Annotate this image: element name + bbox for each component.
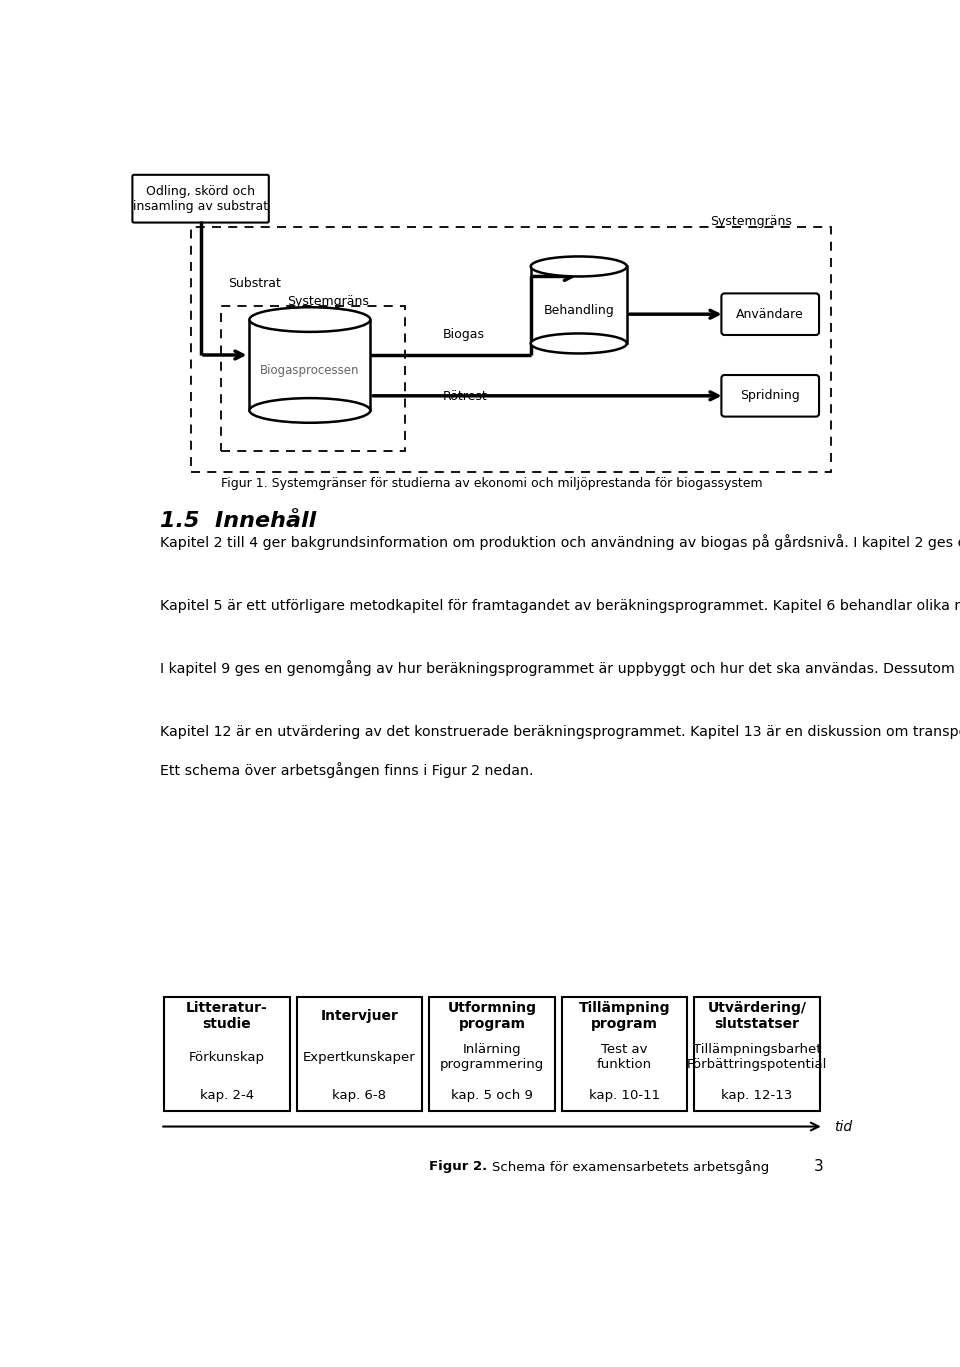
Text: kap. 10-11: kap. 10-11 [589, 1089, 660, 1102]
Text: Schema för examensarbetets arbetsgång: Schema för examensarbetets arbetsgång [492, 1159, 769, 1173]
Bar [562, 997, 687, 1111]
Text: Kapitel 5 är ett utförligare metodkapitel för framtagandet av beräkningsprogramm: Kapitel 5 är ett utförligare metodkapite… [160, 597, 960, 612]
Text: Tillämpningsbarhet
Förbättringspotential: Tillämpningsbarhet Förbättringspotential [686, 1043, 828, 1072]
Text: Kapitel 2 till 4 ger bakgrundsinformation om produktion och användning av biogas: Kapitel 2 till 4 ger bakgrundsinformatio… [160, 533, 960, 550]
Bar [221, 306, 405, 451]
Text: 1.5  Innehåll: 1.5 Innehåll [160, 510, 317, 530]
Text: Inlärning
programmering: Inlärning programmering [440, 1043, 544, 1072]
Text: Biogasprocessen: Biogasprocessen [260, 364, 360, 377]
Text: Test av
funktion: Test av funktion [597, 1043, 652, 1072]
Bar [531, 267, 627, 343]
Text: tid: tid [834, 1120, 852, 1133]
Text: Rötrest: Rötrest [443, 390, 487, 403]
Text: I kapitel 9 ges en genomgång av hur beräkningsprogrammet är uppbyggt och hur det: I kapitel 9 ges en genomgång av hur berä… [160, 660, 960, 675]
FancyBboxPatch shape [132, 175, 269, 223]
Ellipse shape [531, 257, 627, 276]
Text: Substrat: Substrat [228, 278, 281, 290]
Ellipse shape [250, 308, 371, 332]
Text: Litteratur-
studie: Litteratur- studie [186, 1001, 268, 1031]
Text: Intervjuer: Intervjuer [321, 1009, 398, 1023]
Text: kap. 12-13: kap. 12-13 [721, 1089, 793, 1102]
Bar [297, 997, 422, 1111]
Text: kap. 5 och 9: kap. 5 och 9 [451, 1089, 533, 1102]
Text: Spridning: Spridning [740, 390, 800, 402]
Text: Odling, skörd och
insamling av substrat: Odling, skörd och insamling av substrat [133, 185, 268, 213]
Bar [429, 997, 555, 1111]
Text: Systemgräns: Systemgräns [710, 215, 792, 228]
Text: Utvärdering/
slutstatser: Utvärdering/ slutstatser [708, 1001, 806, 1031]
Text: Figur 2.: Figur 2. [429, 1161, 492, 1173]
Bar [250, 320, 371, 410]
Ellipse shape [531, 334, 627, 354]
FancyBboxPatch shape [721, 294, 819, 335]
Text: Förkunskap: Förkunskap [189, 1051, 265, 1064]
Text: Ett schema över arbetsgången finns i Figur 2 nedan.: Ett schema över arbetsgången finns i Fig… [160, 763, 534, 778]
Text: Expertkunskaper: Expertkunskaper [303, 1051, 416, 1064]
Text: Kapitel 12 är en utvärdering av det konstruerade beräkningsprogrammet. Kapitel 1: Kapitel 12 är en utvärdering av det kons… [160, 723, 960, 740]
Bar [694, 997, 820, 1111]
Text: kap. 2-4: kap. 2-4 [200, 1089, 254, 1102]
FancyBboxPatch shape [721, 375, 819, 417]
Text: Biogas: Biogas [443, 328, 485, 342]
Text: Användare: Användare [736, 308, 804, 321]
Text: Tillämpning
program: Tillämpning program [579, 1001, 670, 1031]
Text: Systemgräns: Systemgräns [287, 295, 369, 308]
Text: 3: 3 [814, 1159, 824, 1174]
Ellipse shape [250, 398, 371, 422]
Text: Behandling: Behandling [543, 303, 614, 317]
Bar [191, 227, 830, 472]
Text: Utformning
program: Utformning program [447, 1001, 537, 1031]
Text: Figur 1. Systemgränser för studierna av ekonomi och miljöprestanda för biogassys: Figur 1. Systemgränser för studierna av … [221, 477, 763, 491]
Text: kap. 6-8: kap. 6-8 [332, 1089, 387, 1102]
Bar [164, 997, 290, 1111]
